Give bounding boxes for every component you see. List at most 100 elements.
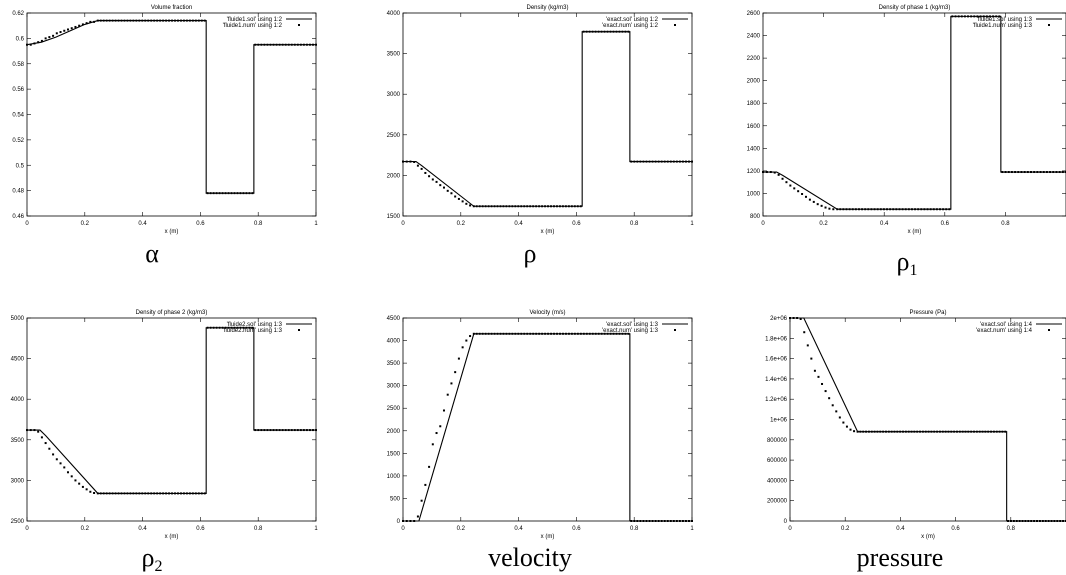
data-point [615,30,618,33]
data-point [81,485,84,488]
y-tick-label: 200000 [767,499,788,505]
y-tick-label: 1400 [747,146,761,152]
data-point [621,332,624,335]
data-point [839,208,842,211]
y-tick-label: 0.56 [12,87,24,93]
x-tick-label: 0.8 [630,221,639,227]
x-tick-label: 0.2 [81,221,90,227]
data-point [886,208,889,211]
data-point [52,34,55,37]
data-point [1009,520,1012,522]
data-point [272,43,275,46]
data-point [529,332,532,335]
legend-label: 'fluide2.num' using 1:3 [223,328,283,334]
data-point [420,499,423,502]
data-point [902,430,904,433]
data-point [691,520,693,522]
data-point [913,430,916,433]
data-point [976,15,979,18]
chart-rho: Density (kg/m3) 0 0.2 0.4 0.6 0.8 1 1500 2000 250… [387,5,695,268]
data-point [174,19,177,22]
data-point [651,160,654,163]
data-point [44,442,47,445]
data-point [669,160,672,163]
y-tick-label: 3500 [387,52,401,58]
y-tick-label: 0.6 [16,36,25,42]
data-point [947,430,950,433]
data-point [797,190,800,193]
data-point [923,208,926,211]
data-point [129,492,132,495]
data-point [938,430,941,433]
chart-title: Density (kg/m3) [526,5,568,11]
data-point [1049,171,1052,174]
data-point [442,409,445,412]
data-point [428,175,431,178]
data-point [454,195,457,198]
data-point [691,160,693,163]
data-point [450,192,453,195]
x-axis-label: x (m) [541,229,555,235]
data-point [964,430,967,433]
chart-rho2: Density of phase 2 (kg/m3) 0 0.2 0.4 0.6 0.8 1… [11,310,319,575]
y-tick-label: 1500 [387,451,401,457]
data-point [842,208,845,211]
data-point [627,332,630,335]
data-point [405,520,408,522]
x-tick-label: 1 [690,526,694,532]
data-point [1014,171,1017,174]
data-point [153,492,156,495]
data-point [275,429,278,432]
y-tick-label: 2000 [747,79,761,85]
data-point [126,492,129,495]
data-point [917,208,920,211]
data-point [197,19,200,22]
data-point [33,429,36,432]
data-point [200,492,203,495]
data-point [1018,520,1021,522]
data-point [472,205,475,208]
data-point [973,430,976,433]
data-point [281,429,284,432]
plot-frame [402,12,693,217]
data-point [781,177,784,180]
data-point [236,326,239,329]
data-point [233,192,236,195]
data-point [194,19,197,22]
data-point [66,471,69,474]
data-point [212,326,215,329]
legend-point-sample [298,329,300,331]
panel-caption: velocity [488,543,572,572]
data-point [508,205,511,208]
data-point [573,332,576,335]
y-tick-label: 1800 [747,101,761,107]
series-line-exact [27,327,316,494]
data-point [561,332,564,335]
x-tick-label: 0.6 [951,526,960,532]
data-point [585,30,588,33]
data-point [236,192,239,195]
data-point [654,520,657,522]
data-point [944,430,947,433]
y-tick-label: 0 [397,519,401,525]
data-point [200,19,203,22]
y-tick-label: 2200 [747,56,761,62]
chart-velocity: Velocity (m/s) 0 0.2 0.4 0.6 0.8 1 0 500 1000 1500… [387,310,695,572]
data-point [984,430,987,433]
data-point [544,205,547,208]
data-point [135,19,138,22]
data-point [48,36,51,39]
data-point [165,19,168,22]
y-tick-label: 2500 [387,133,401,139]
data-point [141,19,144,22]
data-point [287,429,290,432]
data-point [132,19,135,22]
data-point [239,192,242,195]
data-point [176,492,179,495]
data-point [1007,171,1010,174]
chart-alpha: Volume fraction 0 0.2 0.4 0.6 0.8 1 0.46 0.48 0.5… [12,5,318,268]
data-point [505,205,508,208]
data-point [532,332,535,335]
data-point [242,192,245,195]
x-tick-label: 0.6 [572,221,581,227]
